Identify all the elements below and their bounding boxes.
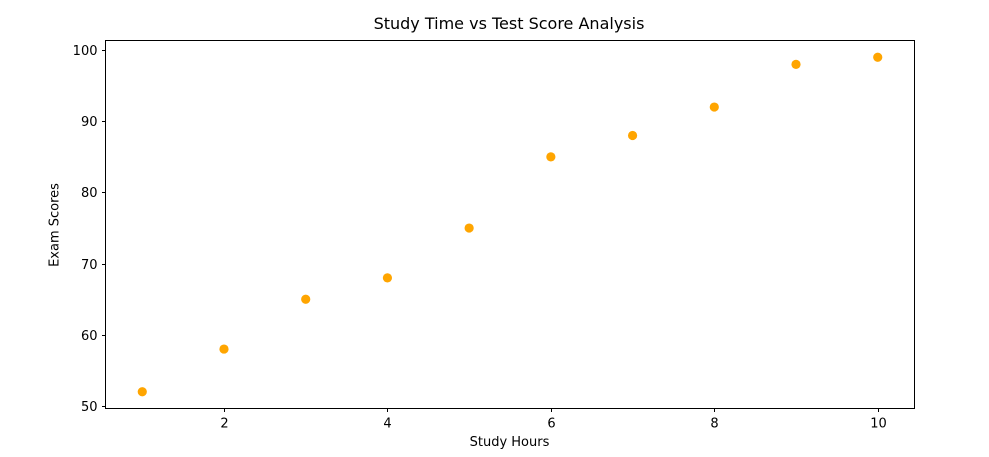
data-points: [137, 52, 883, 397]
y-tick-label: 60: [81, 329, 98, 344]
x-tick-label: 10: [870, 417, 887, 432]
x-tick-label: 8: [710, 417, 718, 432]
x-tick-label: 4: [383, 417, 391, 432]
data-point: [301, 294, 311, 304]
chart-title: Study Time vs Test Score Analysis: [373, 14, 645, 33]
data-point: [382, 273, 393, 283]
data-point: [791, 59, 801, 69]
data-point: [627, 130, 638, 141]
data-point: [219, 344, 229, 354]
data-point: [464, 223, 474, 233]
y-axis-ticks: 50 60 70 80 90 100: [73, 44, 106, 415]
y-tick-label: 80: [81, 186, 98, 201]
x-axis-label: Study Hours: [469, 435, 550, 450]
x-tick-label: 6: [547, 417, 555, 432]
y-tick-label: 90: [81, 115, 98, 130]
y-tick-label: 100: [73, 44, 98, 59]
x-axis-ticks: 2 4 6 8 10: [220, 408, 887, 432]
axes-frame: [105, 40, 915, 409]
y-tick-label: 50: [81, 400, 98, 415]
data-point: [137, 387, 147, 397]
data-point: [709, 102, 719, 112]
data-point: [873, 52, 883, 62]
x-tick-label: 2: [220, 417, 228, 432]
data-point: [546, 152, 556, 162]
y-axis-label: Exam Scores: [47, 183, 63, 267]
y-tick-label: 70: [81, 258, 98, 273]
